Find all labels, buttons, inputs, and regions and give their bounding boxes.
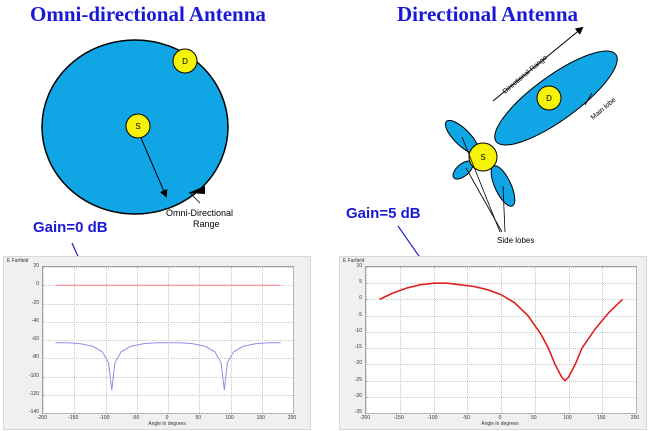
omni-gain-arrow <box>71 242 79 256</box>
directional-chart-x-tick-label: -100 <box>427 415 438 421</box>
omni-node-s-label: S <box>135 122 140 131</box>
omni-chart-panel: E Farfield 20 0 -20 -40 -60 -80 -100 -120 -140 -2… <box>3 256 311 430</box>
omni-title: Omni-directional Antenna <box>30 2 266 26</box>
directional-gain-arrow <box>397 225 420 256</box>
directional-chart-y-tick-label: 0 <box>359 295 362 302</box>
main-lobe-label: Main lobe <box>590 97 618 122</box>
directional-chart-y-tick-label: 10 <box>356 263 362 269</box>
directional-chart-curves <box>379 282 624 382</box>
directional-chart-vgrid <box>467 267 469 413</box>
omni-chart-x-tick-label: 50 <box>195 415 202 421</box>
directional-chart-x-axis-title: Angle in degrees <box>481 421 519 427</box>
directional-chart-x-tick-label: -200 <box>359 415 370 421</box>
omni-plot-area <box>42 266 294 414</box>
side-lobes-label: Side lobes <box>497 236 534 245</box>
directional-range-arrow <box>492 26 584 102</box>
omni-chart-hgrid <box>43 413 293 414</box>
omni-chart-x-axis-title: Angle in degrees <box>148 421 186 427</box>
omni-chart-vgrid <box>74 267 76 413</box>
omni-chart-vgrid <box>230 267 232 413</box>
main-lobe-leader <box>584 92 593 106</box>
omni-chart-vgrid <box>105 267 107 413</box>
omni-node-s <box>125 113 151 139</box>
omni-chart-title: E Farfield <box>7 258 29 264</box>
omni-chart-vgrid <box>293 267 294 413</box>
omni-range-pointer <box>188 186 205 194</box>
directional-chart-hgrid <box>366 413 636 414</box>
directional-chart-x-tick-label: -50 <box>462 415 470 421</box>
side-lobe-pointer-2 <box>465 167 503 233</box>
directional-chart-vgrid <box>602 267 604 413</box>
omni-range-label-2: Range <box>193 219 220 229</box>
side-lobe-pointer-3 <box>502 185 506 233</box>
omni-chart-y-tick-label: -20 <box>31 299 39 306</box>
omni-radius-arrow <box>140 137 168 198</box>
dir-node-d-label: D <box>546 94 552 103</box>
omni-chart-curves <box>55 284 281 391</box>
omni-chart-x-tick-label: -200 <box>36 415 47 421</box>
directional-chart-y-tick-label: -15 <box>354 344 362 351</box>
directional-chart-x-tick-label: 50 <box>530 415 537 421</box>
directional-chart-series-line-0 <box>379 282 624 382</box>
omni-gain-label: Gain=0 dB <box>33 219 108 236</box>
omni-chart-y-tick-label: -60 <box>31 336 39 342</box>
directional-chart-y-tick-label: 5 <box>359 279 362 286</box>
directional-chart-y-tick-label: -25 <box>354 376 362 383</box>
directional-title: Directional Antenna <box>397 2 579 26</box>
directional-chart-vgrid <box>433 267 435 413</box>
omni-chart-vgrid <box>199 267 201 413</box>
omni-range-leader <box>189 192 201 204</box>
directional-chart-vgrid <box>568 267 570 413</box>
directional-chart-x-tick-label: 200 <box>630 415 640 421</box>
omni-chart-vgrid <box>136 267 138 413</box>
directional-chart-x-tick-label: 100 <box>563 415 572 421</box>
omni-chart-x-tick-label: -50 <box>132 415 140 421</box>
omni-chart-y-tick-label: -120 <box>28 390 39 397</box>
omni-chart-vgrid <box>261 267 263 413</box>
directional-plot-area <box>365 266 637 414</box>
directional-chart-x-tick-label: -150 <box>393 415 404 421</box>
directional-chart-panel: E Farfield 10 5 0 -5 -10 -15 -20 -25 -30 -35 -200-… <box>339 256 647 430</box>
dir-node-s <box>468 142 498 172</box>
directional-chart-vgrid <box>366 267 367 413</box>
omni-chart-y-tick-label: -80 <box>31 354 39 361</box>
omni-chart-x-tick-label: 0 <box>165 415 169 421</box>
directional-chart-y-tick-label: -10 <box>354 327 362 334</box>
omni-chart-x-tick-label: 100 <box>225 415 234 421</box>
omni-chart-y-tick-label: -100 <box>28 372 39 379</box>
omni-node-d-label: D <box>182 57 188 66</box>
directional-chart-vgrid <box>501 267 502 413</box>
omni-chart-vgrid <box>43 267 44 413</box>
omni-node-d <box>172 48 198 74</box>
dir-node-s-label: S <box>480 153 485 162</box>
directional-chart-y-tick-label: -30 <box>354 392 362 399</box>
dir-node-d <box>536 85 562 111</box>
omni-chart-y-tick-label: 20 <box>33 263 39 269</box>
omni-chart-x-tick-label: 200 <box>287 415 297 421</box>
directional-gain-label: Gain=5 dB <box>346 205 421 222</box>
side-lobe-pointer-1 <box>461 136 501 233</box>
omni-range-label-1: Omni-Directional <box>166 208 233 218</box>
directional-chart-x-tick-label: 0 <box>498 415 502 421</box>
omni-chart-y-tick-label: 0 <box>36 281 39 288</box>
directional-chart-vgrid <box>399 267 401 413</box>
directional-chart-x-tick-label: 150 <box>597 415 606 421</box>
omni-chart-y-tick-label: -140 <box>28 409 39 415</box>
omni-chart-x-tick-label: -150 <box>68 415 79 421</box>
omni-chart-x-tick-label: -100 <box>99 415 110 421</box>
omni-chart-series-line-1 <box>55 342 281 391</box>
directional-chart-title: E Farfield <box>343 258 365 264</box>
directional-chart-y-tick-label: -35 <box>354 409 362 415</box>
directional-chart-y-tick-label: -20 <box>354 360 362 367</box>
directional-chart-y-tick-label: -5 <box>357 311 362 318</box>
omni-chart-y-tick-label: -40 <box>31 317 39 324</box>
omni-chart-vgrid <box>168 267 169 413</box>
directional-chart-vgrid <box>636 267 637 413</box>
omni-chart-x-tick-label: 150 <box>256 415 265 421</box>
directional-chart-vgrid <box>534 267 536 413</box>
antenna-diagrams: S D Omni-Directional Range S D Direction… <box>41 26 618 256</box>
